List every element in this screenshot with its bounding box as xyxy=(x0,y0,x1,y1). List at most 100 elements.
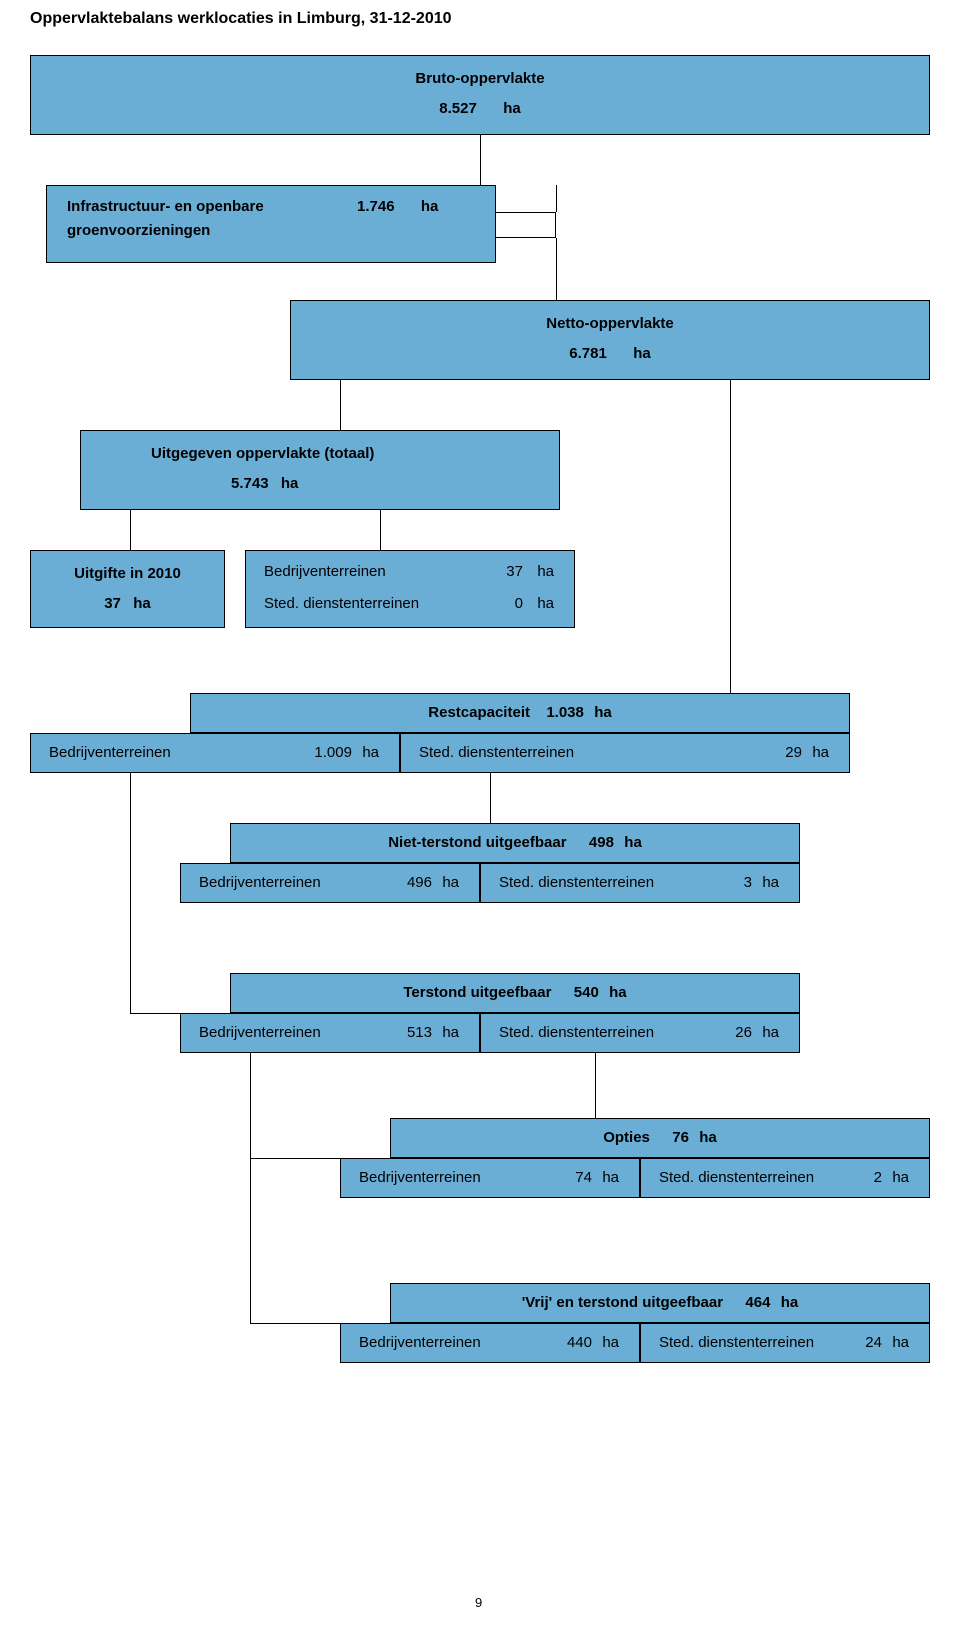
uitgegeven-unit: ha xyxy=(281,475,299,492)
nt-dienst-unit: ha xyxy=(762,874,779,891)
restcap-value: 1.038 xyxy=(546,704,584,721)
restcap-label: Restcapaciteit xyxy=(428,704,530,721)
restcap-unit: ha xyxy=(594,704,612,721)
uitgifte-bedr-unit: ha xyxy=(537,563,554,580)
netto-unit: ha xyxy=(633,345,651,362)
bruto-box: Bruto-oppervlakte 8.527 ha xyxy=(30,55,930,135)
terstond-dienst-box: Sted. dienstenterreinen 26 ha xyxy=(480,1013,800,1053)
connector xyxy=(130,773,131,1013)
niet-terstond-label: Niet-terstond uitgeefbaar xyxy=(388,834,566,851)
opties-unit: ha xyxy=(699,1129,717,1146)
page-title: Oppervlaktebalans werklocaties in Limbur… xyxy=(0,10,960,38)
terstond-value: 540 xyxy=(574,984,599,1001)
o-bedr-unit: ha xyxy=(602,1169,619,1186)
t-dienst-unit: ha xyxy=(762,1024,779,1041)
netto-value: 6.781 xyxy=(569,345,607,362)
o-dienst-unit: ha xyxy=(892,1169,909,1186)
vrij-dienst-box: Sted. dienstenterreinen 24 ha xyxy=(640,1323,930,1363)
t-bedr-value: 513 xyxy=(407,1024,432,1041)
niet-terstond-unit: ha xyxy=(624,834,642,851)
uitgegeven-value: 5.743 xyxy=(231,475,269,492)
connector xyxy=(480,135,481,185)
uitgifte-value: 37 xyxy=(104,595,121,612)
connector xyxy=(490,773,491,823)
vrij-unit: ha xyxy=(781,1294,799,1311)
t-dienst-label: Sted. dienstenterreinen xyxy=(499,1024,654,1041)
niet-terstond-dienst-box: Sted. dienstenterreinen 3 ha xyxy=(480,863,800,903)
nt-dienst-value: 3 xyxy=(744,874,752,891)
connector xyxy=(595,1053,596,1118)
bruto-unit: ha xyxy=(503,100,521,117)
opties-bedr-box: Bedrijventerreinen 74 ha xyxy=(340,1158,640,1198)
v-bedr-label: Bedrijventerreinen xyxy=(359,1334,481,1351)
uitgifte-bedr-label: Bedrijventerreinen xyxy=(264,563,386,580)
netto-label: Netto-oppervlakte xyxy=(546,315,674,332)
infra-box: Infrastructuur- en openbare groenvoorzie… xyxy=(46,185,496,263)
restcap-box: Restcapaciteit 1.038 ha xyxy=(190,693,850,733)
uitgifte-split-box: Bedrijventerreinen 37 ha Sted. dienstent… xyxy=(245,550,575,628)
uitgegeven-label: Uitgegeven oppervlakte (totaal) xyxy=(151,445,374,462)
nt-bedr-unit: ha xyxy=(442,874,459,891)
restcap-bedr-unit: ha xyxy=(362,744,379,761)
nt-bedr-value: 496 xyxy=(407,874,432,891)
o-bedr-label: Bedrijventerreinen xyxy=(359,1169,481,1186)
connector xyxy=(130,1013,180,1014)
connector xyxy=(250,1323,340,1324)
opties-box: Opties 76 ha xyxy=(390,1118,930,1158)
uitgifte-dienst-value: 0 xyxy=(515,595,523,612)
connector xyxy=(556,238,557,300)
v-dienst-value: 24 xyxy=(865,1334,882,1351)
connector xyxy=(380,510,381,550)
connector-box xyxy=(496,212,556,238)
nt-bedr-label: Bedrijventerreinen xyxy=(199,874,321,891)
terstond-unit: ha xyxy=(609,984,627,1001)
infra-label1: Infrastructuur- en openbare xyxy=(67,198,264,215)
page-number: 9 xyxy=(475,1595,482,1610)
v-dienst-label: Sted. dienstenterreinen xyxy=(659,1334,814,1351)
uitgifte-dienst-unit: ha xyxy=(537,595,554,612)
opties-dienst-box: Sted. dienstenterreinen 2 ha xyxy=(640,1158,930,1198)
connector xyxy=(250,1053,251,1323)
v-bedr-value: 440 xyxy=(567,1334,592,1351)
terstond-box: Terstond uitgeefbaar 540 ha xyxy=(230,973,800,1013)
restcap-dienst-value: 29 xyxy=(785,744,802,761)
connector xyxy=(130,510,131,550)
opties-label: Opties xyxy=(603,1129,650,1146)
connector xyxy=(340,380,341,430)
nt-dienst-label: Sted. dienstenterreinen xyxy=(499,874,654,891)
niet-terstond-bedr-box: Bedrijventerreinen 496 ha xyxy=(180,863,480,903)
infra-unit: ha xyxy=(421,198,439,215)
connector xyxy=(556,185,557,212)
terstond-label: Terstond uitgeefbaar xyxy=(403,984,551,1001)
o-dienst-label: Sted. dienstenterreinen xyxy=(659,1169,814,1186)
uitgegeven-box: Uitgegeven oppervlakte (totaal) 5.743 ha xyxy=(80,430,560,510)
infra-label2: groenvoorzieningen xyxy=(67,222,210,239)
restcap-dienst-unit: ha xyxy=(812,744,829,761)
infra-value: 1.746 xyxy=(357,198,395,215)
uitgifte-bedr-value: 37 xyxy=(506,563,523,580)
uitgifte-dienst-label: Sted. dienstenterreinen xyxy=(264,595,419,612)
vrij-value: 464 xyxy=(745,1294,770,1311)
netto-box: Netto-oppervlakte 6.781 ha xyxy=(290,300,930,380)
restcap-dienst-label: Sted. dienstenterreinen xyxy=(419,744,574,761)
connector xyxy=(730,380,731,693)
o-dienst-value: 2 xyxy=(874,1169,882,1186)
opties-value: 76 xyxy=(672,1129,689,1146)
vrij-label: 'Vrij' en terstond uitgeefbaar xyxy=(522,1294,723,1311)
t-bedr-unit: ha xyxy=(442,1024,459,1041)
restcap-bedr-value: 1.009 xyxy=(314,744,352,761)
t-bedr-label: Bedrijventerreinen xyxy=(199,1024,321,1041)
v-bedr-unit: ha xyxy=(602,1334,619,1351)
vrij-bedr-box: Bedrijventerreinen 440 ha xyxy=(340,1323,640,1363)
niet-terstond-box: Niet-terstond uitgeefbaar 498 ha xyxy=(230,823,800,863)
restcap-bedr-box: Bedrijventerreinen 1.009 ha xyxy=(30,733,400,773)
uitgifte-unit: ha xyxy=(133,595,151,612)
bruto-value: 8.527 xyxy=(439,100,477,117)
uitgifte-label: Uitgifte in 2010 xyxy=(74,565,181,582)
uitgifte-box: Uitgifte in 2010 37 ha xyxy=(30,550,225,628)
connector xyxy=(250,1158,340,1159)
o-bedr-value: 74 xyxy=(575,1169,592,1186)
restcap-dienst-box: Sted. dienstenterreinen 29 ha xyxy=(400,733,850,773)
terstond-bedr-box: Bedrijventerreinen 513 ha xyxy=(180,1013,480,1053)
restcap-bedr-label: Bedrijventerreinen xyxy=(49,744,171,761)
